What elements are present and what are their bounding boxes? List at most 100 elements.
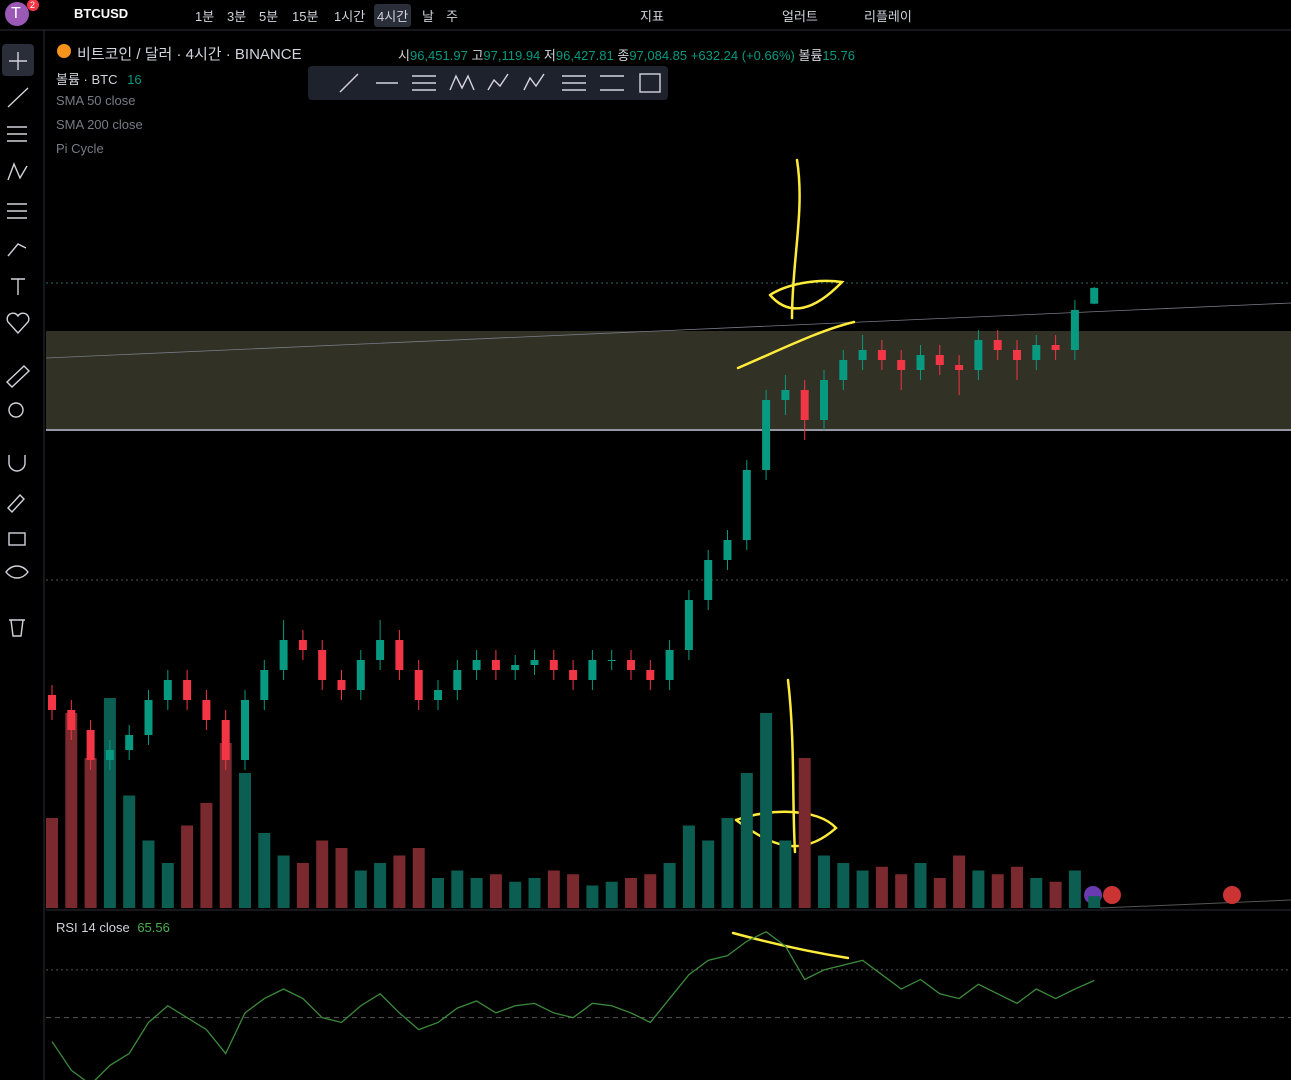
candle-body [742, 470, 751, 540]
candle-body [762, 400, 771, 470]
timeframe[interactable]: 1분 [195, 9, 215, 24]
candle-body [530, 660, 539, 665]
volume-bar [779, 840, 792, 908]
candle-body [491, 660, 500, 670]
trend-line [1099, 899, 1291, 909]
candle-body [376, 640, 385, 660]
candle-body [395, 640, 404, 670]
volume-bar [354, 870, 367, 908]
volume-bar [702, 840, 715, 908]
volume-bar [84, 758, 97, 908]
volume-bar [1088, 896, 1101, 908]
volume-bar [528, 878, 541, 908]
candle-body [549, 660, 558, 670]
volume-indicator-value: 16 [127, 72, 142, 87]
timeframe[interactable]: 4시간 [374, 4, 412, 27]
timeframe[interactable]: 날 [422, 9, 434, 24]
volume-bar [760, 713, 773, 908]
volume-bar [412, 848, 425, 908]
timeframe[interactable]: 주 [446, 9, 458, 24]
volume-label: 볼륨 [798, 48, 823, 63]
candle-body [820, 380, 828, 420]
volume-bar [432, 878, 444, 908]
volume-bar [219, 743, 232, 908]
candle-body [260, 670, 269, 700]
trend-line [45, 302, 1291, 359]
candle-body [279, 640, 288, 670]
change: +632.24 (+0.66%) [690, 48, 795, 63]
event-icon[interactable] [1223, 886, 1241, 904]
avatar-text[interactable]: T [11, 5, 21, 22]
volume-bar [451, 870, 464, 908]
timeframe[interactable]: 5분 [259, 9, 279, 24]
candle-body [48, 695, 56, 710]
volume-bar [953, 855, 966, 908]
volume-bar [586, 885, 599, 908]
indicator-legend[interactable]: SMA 200 close [56, 117, 143, 132]
candle-body [1070, 310, 1079, 350]
event-icon[interactable] [1103, 886, 1121, 904]
volume-bar [296, 863, 309, 908]
candle-body [588, 660, 597, 680]
indicators-button[interactable]: 지표 [640, 9, 664, 24]
ohlc-value: 96,451.97 [409, 48, 468, 63]
replay-button[interactable]: 리플레이 [864, 9, 912, 24]
candle-body [993, 340, 1002, 350]
timeframe[interactable]: 3분 [227, 9, 247, 24]
volume-bar [567, 874, 580, 908]
volume-bar [875, 866, 888, 908]
candle-body [1032, 345, 1041, 360]
alert-button[interactable]: 얼러트 [782, 9, 818, 24]
volume-bar [991, 874, 1004, 908]
volume-bar [509, 881, 522, 908]
candle-body [1090, 287, 1099, 304]
indicator-legend[interactable]: Pi Cycle [56, 141, 104, 156]
rsi-legend: RSI 14 close 65.56 [56, 920, 170, 935]
candle-body [569, 670, 578, 680]
volume-bar [123, 795, 136, 908]
rsi-line [51, 930, 1095, 1080]
coin-icon [57, 44, 71, 58]
volume-bar [625, 878, 637, 908]
volume-bar [239, 773, 251, 908]
volume-bar [181, 825, 194, 908]
candle-body [877, 350, 886, 360]
volume-bar [818, 855, 830, 908]
candle-body [839, 360, 848, 380]
volume-bar [547, 870, 560, 908]
candle-body [202, 700, 211, 720]
timeframe[interactable]: 1시간 [334, 9, 366, 24]
ohlc-value: 96,427.81 [555, 48, 614, 63]
symbol[interactable]: BTCUSD [74, 6, 129, 21]
symbol-title: 비트코인 / 달러 · 4시간 · BINANCE [77, 46, 302, 63]
candle-body [607, 660, 616, 661]
volume-bar [470, 878, 483, 908]
candle-body [1051, 345, 1060, 350]
avatar[interactable] [5, 2, 29, 26]
volume-bar [374, 863, 387, 908]
volume-bar [1049, 881, 1062, 908]
volume-value: 15.76 [822, 48, 855, 63]
candle-body [627, 660, 635, 670]
candle-body [183, 680, 192, 700]
candle-body [221, 720, 230, 760]
badge-text: 2 [30, 0, 36, 10]
candle-body [684, 600, 693, 650]
volume-bar [161, 863, 174, 908]
volume-bar [837, 863, 850, 908]
rsi-value: 65.56 [137, 920, 170, 935]
volume-bar [277, 855, 290, 908]
timeframe[interactable]: 15분 [292, 9, 319, 24]
drawing-toolbar[interactable] [308, 66, 668, 100]
ohlc-label: 저 [543, 48, 556, 63]
ohlc-label: 고 [471, 48, 484, 63]
sidebar-icons[interactable] [2, 44, 34, 637]
candle-body [414, 670, 423, 700]
indicator-legend[interactable]: SMA 50 close [56, 93, 136, 108]
candle-body [665, 650, 674, 680]
volume-bar [46, 818, 58, 908]
candle-body [955, 365, 964, 370]
volume-indicator[interactable]: 볼륨 · BTC [56, 72, 118, 87]
indicator-legend: 볼륨 · BTC 16 [56, 69, 142, 88]
